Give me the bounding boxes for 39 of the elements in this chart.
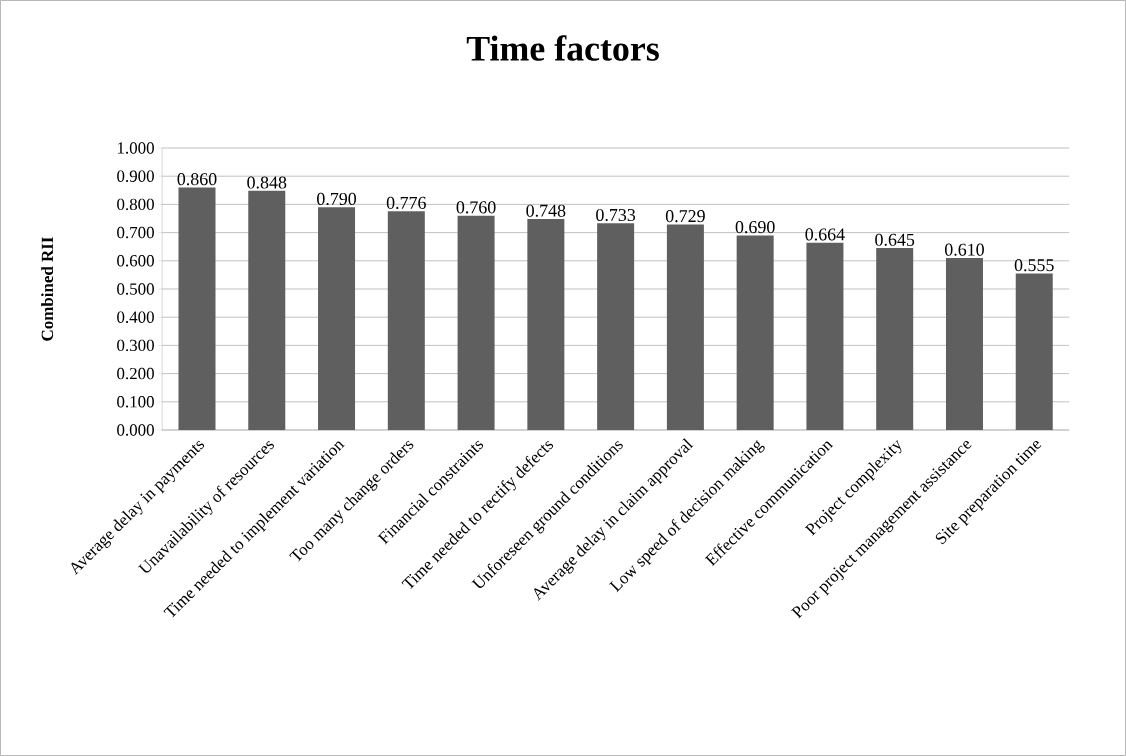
bar [597, 223, 635, 430]
data-label: 0.848 [247, 176, 287, 189]
y-tick-label: 1.000 [117, 142, 154, 154]
data-label: 0.729 [665, 210, 705, 223]
bar [387, 211, 425, 430]
data-label: 0.610 [944, 243, 984, 256]
y-tick-label: 0.600 [117, 255, 154, 267]
bar [666, 224, 704, 430]
data-label: 0.748 [526, 204, 566, 217]
y-tick-label: 0.700 [117, 226, 154, 239]
y-tick-label: 0.900 [117, 170, 154, 182]
bar [1015, 273, 1053, 430]
data-label: 0.790 [317, 192, 357, 206]
y-tick-label: 0.800 [117, 198, 154, 211]
y-axis-title: Combined RII [41, 237, 54, 341]
data-label: 0.690 [735, 221, 775, 234]
bar [945, 257, 983, 430]
data-label: 0.776 [386, 196, 426, 209]
y-tick-label: 0.100 [117, 396, 154, 408]
data-label: 0.645 [875, 233, 915, 246]
data-label: 0.555 [1014, 259, 1054, 272]
y-tick-label: 0.200 [117, 367, 154, 380]
bar [736, 235, 774, 430]
y-tick-label: 0.300 [117, 339, 154, 352]
bar [178, 187, 216, 430]
data-label: 0.760 [456, 201, 496, 214]
bar [248, 190, 286, 430]
y-tick-label: 0.000 [117, 424, 154, 436]
bar [527, 219, 565, 430]
data-label: 0.664 [805, 228, 845, 241]
bar [876, 248, 914, 430]
data-label: 0.733 [596, 208, 636, 222]
chart-title: Time factors [466, 35, 659, 61]
bar [457, 215, 495, 430]
y-tick-label: 0.400 [117, 311, 154, 323]
y-tick-label: 0.500 [117, 283, 154, 295]
bar [806, 242, 844, 430]
bar [318, 207, 356, 430]
data-label: 0.860 [177, 173, 217, 186]
